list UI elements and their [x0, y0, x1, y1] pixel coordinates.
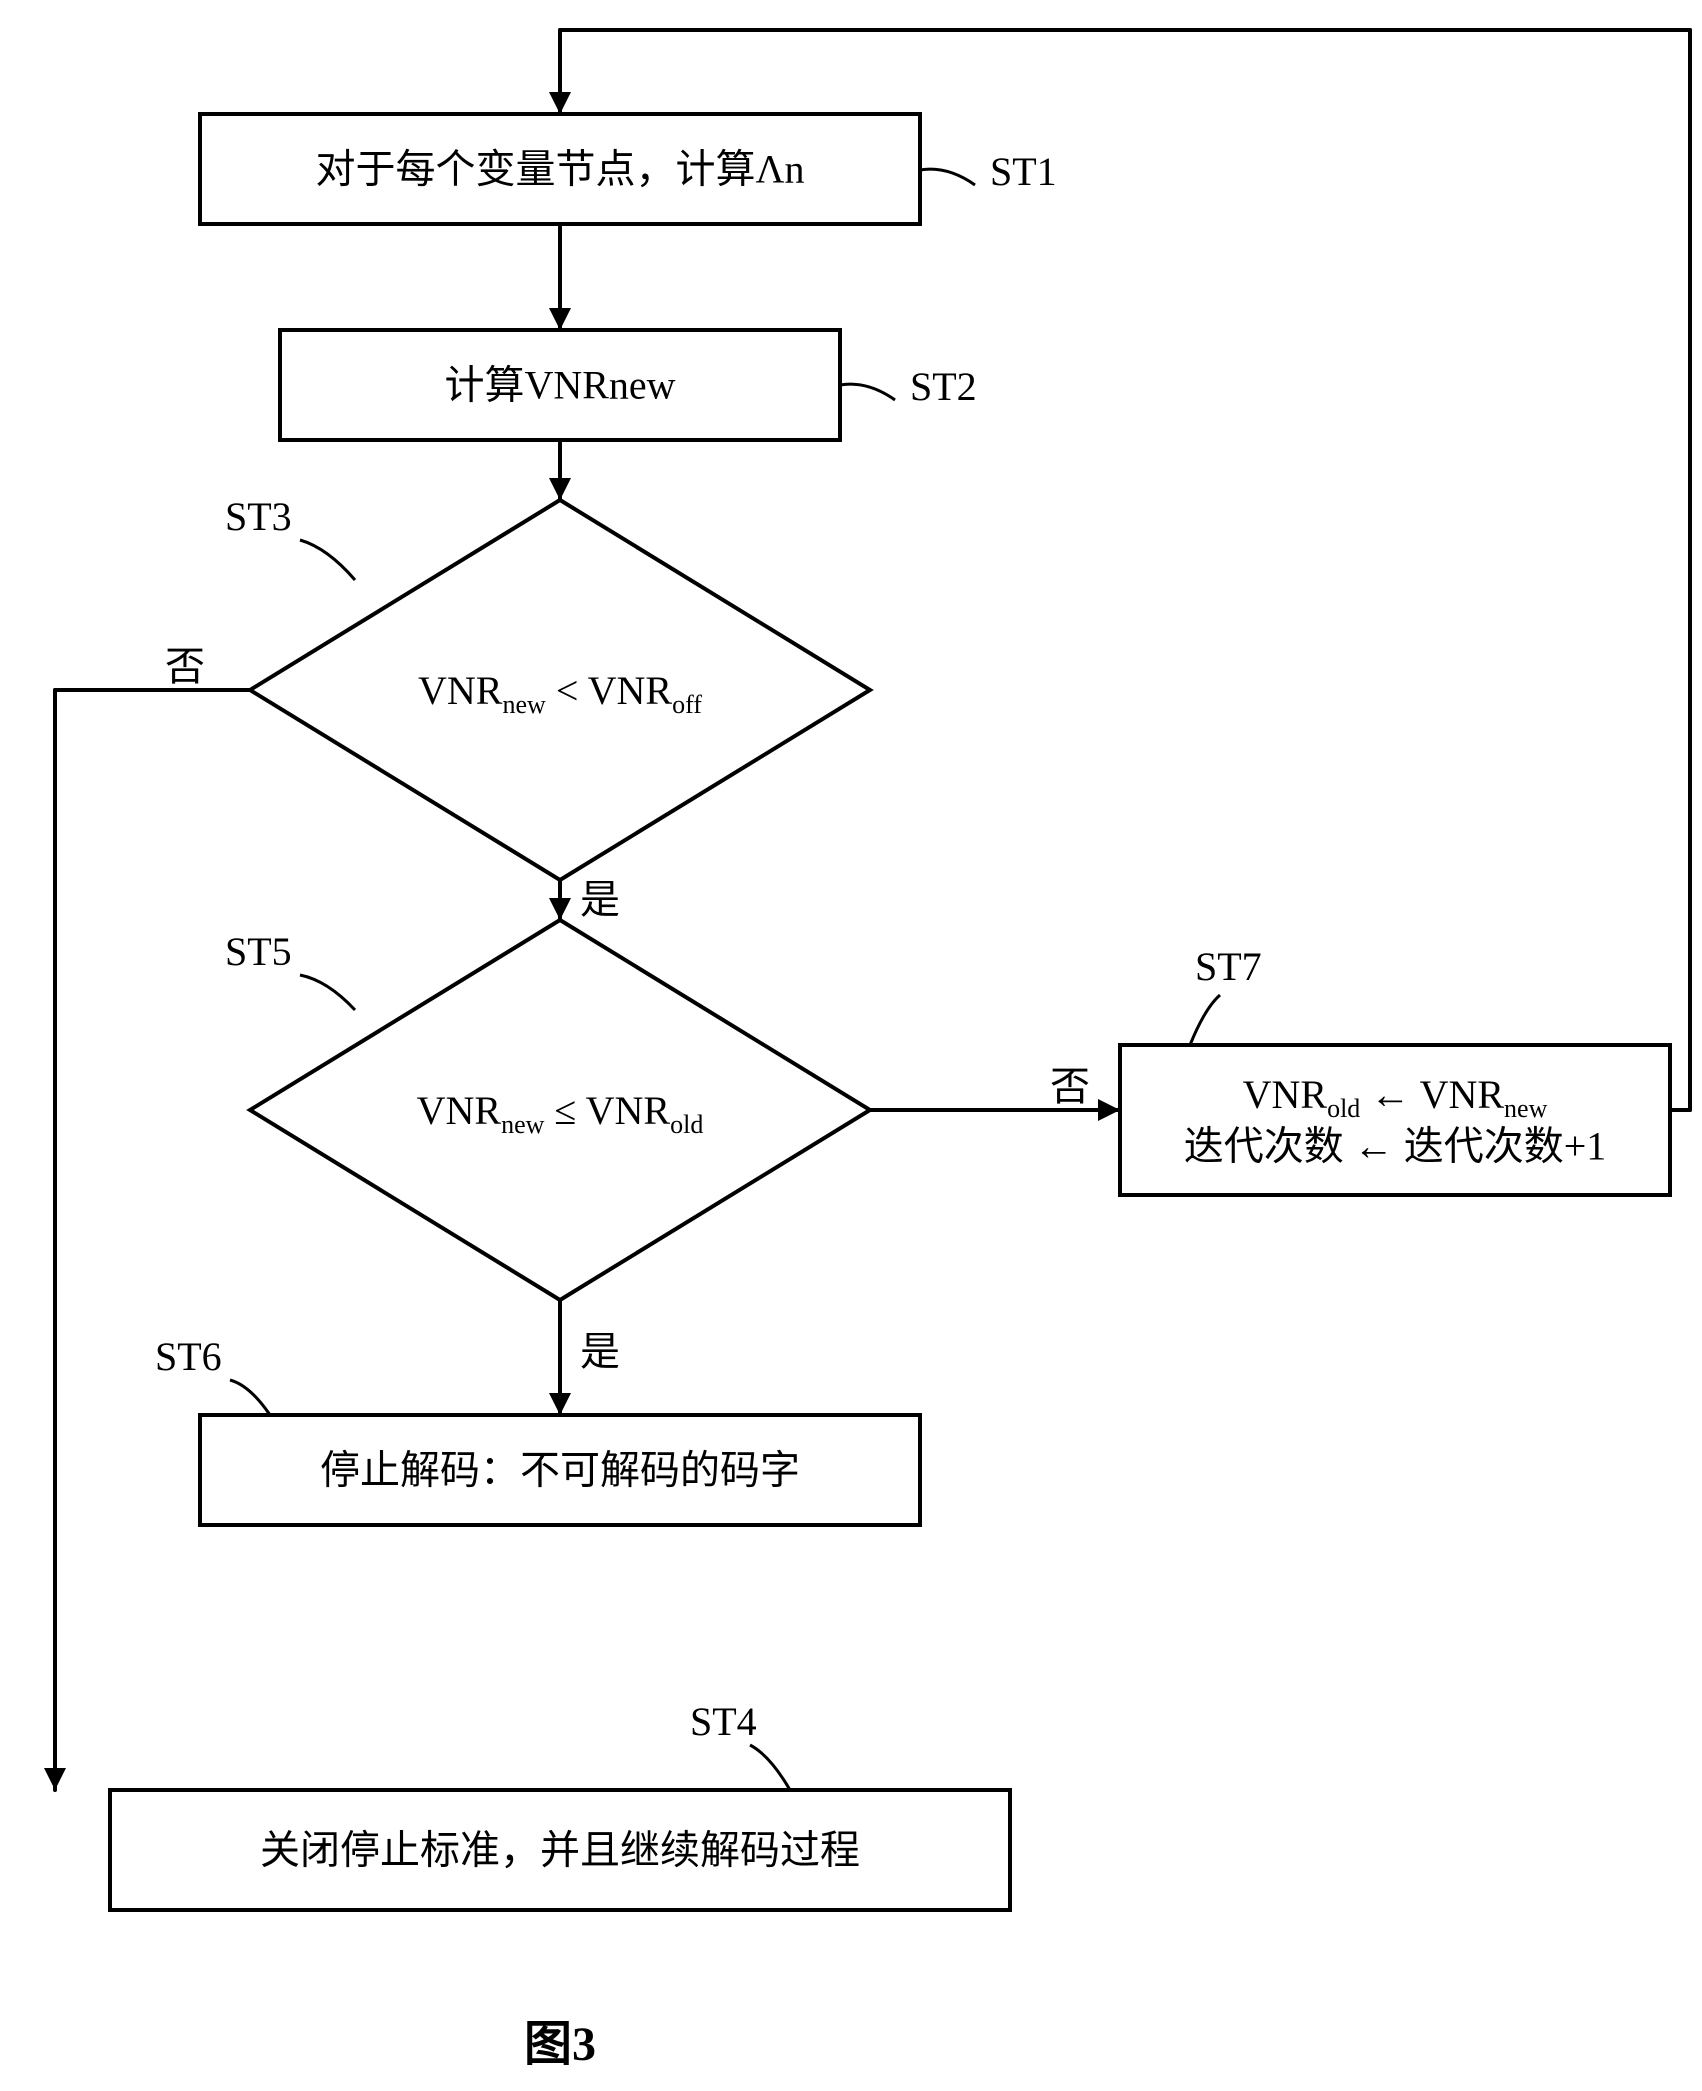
figure-caption: 图3 [524, 2018, 596, 2071]
edge-label-st3-yes-st5: 是 [580, 877, 620, 922]
step-label-ST6: ST6 [155, 1334, 222, 1379]
step-label-ST3: ST3 [225, 494, 292, 539]
edge-label-st3-no-left: 否 [165, 644, 205, 689]
step-label-ST4: ST4 [690, 1699, 757, 1744]
ST6-label: 停止解码：不可解码的码字 [320, 1448, 800, 1493]
step-label-ST5: ST5 [225, 929, 292, 974]
edge-label-st5-yes-st6: 是 [580, 1329, 620, 1374]
ST7-line-0: VNRold ← VNRnew [1243, 1072, 1548, 1124]
ST2-label: 计算VNRnew [444, 363, 675, 408]
ST4-label: 关闭停止标准，并且继续解码过程 [260, 1828, 860, 1873]
ST7-line-1: 迭代次数 ← 迭代次数+1 [1184, 1124, 1607, 1169]
step-label-ST1: ST1 [990, 149, 1057, 194]
ST5-label: VNRnew ≤ VNRold [417, 1088, 704, 1140]
edge-label-st5-no-st7: 否 [1050, 1064, 1090, 1109]
ST1-label: 对于每个变量节点，计算Λn [315, 147, 804, 192]
step-label-ST2: ST2 [910, 364, 977, 409]
ST3-label: VNRnew < VNRoff [418, 668, 702, 720]
step-label-ST7: ST7 [1195, 944, 1262, 989]
